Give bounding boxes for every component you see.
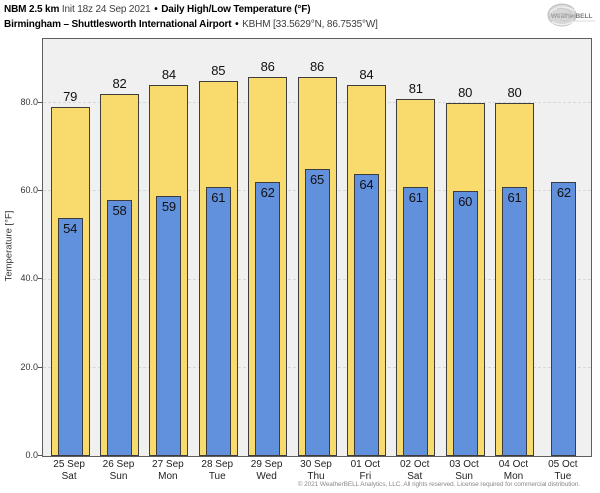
low-temp-bar [353,173,379,456]
x-axis-label: 30 Sep Thu [290,459,342,483]
x-axis-label: 04 Oct Mon [487,459,539,483]
low-temp-bar [403,186,429,456]
x-label-day: Thu [307,471,325,482]
y-tick-label: 40.0 [20,273,38,284]
x-label-day: Wed [256,471,277,482]
x-label-day: Tue [208,471,226,482]
x-label-date: 04 Oct [498,459,529,470]
y-tick-mark [38,190,42,192]
model-name: NBM 2.5 km [4,4,60,15]
low-temp-bar [255,182,281,456]
high-temp-value: 84 [161,67,176,83]
x-label-day: Sun [455,471,473,482]
x-label-date: 30 Sep [300,459,332,470]
logo-text-bell: BELL [575,13,592,20]
x-label-day: Tue [554,471,572,482]
x-axis-label: 26 Sep Sun [93,459,145,483]
y-tick-mark [38,455,42,456]
x-label-date: 25 Sep [53,459,85,470]
low-temp-value: 61 [408,189,423,205]
x-axis-label: 28 Sep Tue [191,459,243,483]
high-temp-value: 81 [408,80,423,96]
x-label-date: 27 Sep [152,459,184,470]
logo-text-weather: Weather [551,13,576,20]
weatherbell-logo: WeatherBELL [547,3,595,27]
y-tick-label: 20.0 [20,361,38,372]
hurricane-swirl-icon [547,3,577,27]
high-temp-value: 80 [507,84,522,100]
x-axis-label: 01 Oct Fri [339,459,391,483]
separator-dot: • [235,18,239,30]
high-temp-value: 79 [63,89,78,105]
x-axis-label: 03 Oct Sun [438,459,490,483]
separator-dot: • [154,4,158,15]
x-axis-label: 05 Oct Tue [537,459,589,483]
x-axis-label: 25 Sep Sat [43,459,95,483]
x-label-date: 28 Sep [201,459,234,470]
x-label-date: 29 Sep [250,459,283,470]
y-axis-title: Temperature [°F] [3,210,15,282]
x-label-date: 02 Oct [400,459,430,470]
x-axis-label: 02 Oct Sat [389,459,441,483]
y-tick-mark [38,366,42,368]
high-temp-value: 82 [112,76,127,92]
low-temp-value: 62 [260,185,275,201]
low-temp-bar [452,191,478,456]
y-tick-label: 60.0 [20,185,38,196]
low-temp-value: 59 [161,198,176,214]
low-temp-value: 60 [458,194,473,210]
x-label-date: 01 Oct [350,459,381,470]
svg-text:WeatherBELL: WeatherBELL [551,13,592,20]
low-temp-bar [551,182,577,456]
y-tick-mark [38,278,42,280]
x-label-day: Sat [61,471,77,482]
low-temp-bar [205,186,231,456]
x-label-day: Fri [359,471,372,482]
chart-header: NBM 2.5 km Init 18z 24 Sep 2021 • Daily … [4,3,378,32]
x-label-day: Sun [109,471,128,482]
high-temp-value: 85 [211,62,226,78]
low-temp-value: 54 [63,220,78,236]
low-temp-bar [501,186,527,456]
header-line-2: Birmingham – Shuttlesworth International… [4,18,378,33]
low-temp-value: 65 [309,172,325,188]
plot-area: 79 54 82 58 84 59 85 61 86 62 86 65 84 64 81 61 80 60 80 61… [42,38,592,457]
station-name: Birmingham – Shuttlesworth International… [4,18,232,30]
x-axis-label: 27 Sep Mon [142,459,194,483]
station-id-coords: KBHM [33.5629°N, 86.7535°W] [242,18,378,30]
low-temp-value: 61 [211,189,226,205]
x-label-day: Mon [503,471,524,482]
high-temp-value: 86 [260,58,275,74]
high-temp-value: 86 [309,58,325,74]
x-label-date: 03 Oct [449,459,479,470]
y-tick-label: 0.0 [25,450,38,460]
y-tick-label: 80.0 [20,96,38,107]
header-line-1: NBM 2.5 km Init 18z 24 Sep 2021 • Daily … [4,3,378,18]
y-tick-mark [38,101,42,103]
x-axis-label: 29 Sep Wed [241,459,293,483]
x-label-day: Mon [158,471,178,482]
low-temp-value: 62 [556,185,571,201]
high-temp-value: 84 [359,67,374,83]
low-temp-bar [57,217,83,456]
low-temp-value: 61 [507,189,522,205]
high-temp-value: 80 [458,84,473,100]
low-temp-bar [304,169,330,456]
low-temp-value: 64 [359,176,374,192]
x-label-date: 05 Oct [548,459,578,470]
chart-title: Daily High/Low Temperature (°F) [161,4,311,15]
low-temp-bar [107,200,133,456]
low-temp-bar [156,195,182,456]
low-temp-value: 58 [112,203,127,219]
x-label-date: 26 Sep [102,459,135,470]
init-time: Init 18z 24 Sep 2021 [61,4,151,15]
copyright-notice: © 2021 WeatherBELL Analytics, LLC. All r… [297,481,580,488]
x-label-day: Sat [407,471,423,482]
